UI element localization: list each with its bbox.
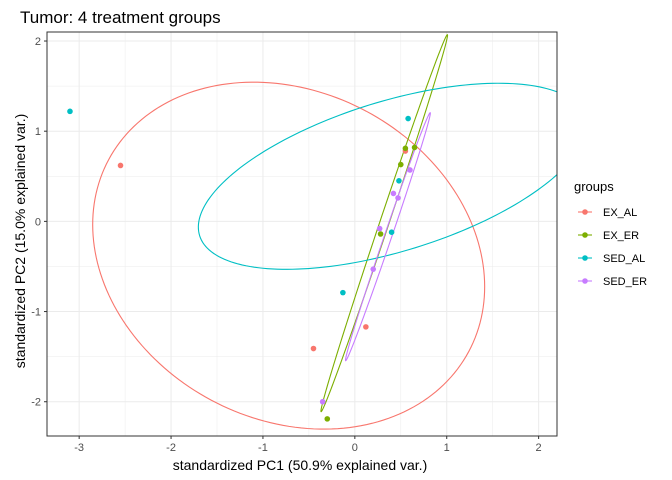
y-tick-label: 1 [35,126,41,138]
data-point-sed-er [376,225,383,232]
data-point-sed-al [388,229,395,235]
x-tick-label: -1 [258,442,268,454]
data-point-sed-er [407,167,413,173]
plot-area [67,34,557,430]
ellipse-ex-al [92,81,486,430]
grid [47,32,557,436]
x-tick-label: -2 [166,442,176,454]
data-point-sed-er [319,398,326,405]
legend-key-point-sed-al [582,255,588,261]
x-tick-label: 1 [444,442,450,454]
legend: groups EX_AL EX_ER SED_AL SED_ER [574,179,647,288]
data-point-ex-al [117,162,124,169]
y-tick-label: -1 [31,307,41,319]
data-point-ex-er [324,416,331,422]
panel-border [46,31,558,437]
legend-key-point-ex-er [582,232,588,238]
ellipse-sed-er [344,112,431,362]
y-tick-label: 0 [35,216,41,228]
data-point-ex-al [363,324,369,330]
ellipse-ex-er [320,34,449,413]
legend-key-point-ex-al [582,209,588,215]
panel-background [47,32,557,436]
legend-label-ex-er: EX_ER [603,230,639,242]
data-point-ex-er [402,145,409,152]
y-axis-title: standardized PC2 (15.0% explained var.) [12,114,28,368]
x-tick-label: -3 [74,442,84,454]
y-axis: -2 -1 0 1 2 [31,36,47,409]
x-axis: -3 -2 -1 0 1 2 [74,436,542,454]
y-tick-label: 2 [35,36,41,48]
x-tick-label: 0 [352,442,358,454]
legend-label-sed-al: SED_AL [603,253,645,265]
legend-key-point-sed-er [582,278,588,284]
legend-title: groups [574,179,614,194]
data-point-sed-er [395,195,401,201]
data-point-sed-er [370,266,377,272]
data-point-sed-al [340,289,346,296]
ellipse-sed-al [197,82,557,270]
data-point-ex-al [310,345,317,352]
data-point-sed-er [390,190,397,197]
legend-label-sed-er: SED_ER [603,276,647,288]
x-tick-label: 2 [536,442,542,454]
data-point-ex-er [411,144,418,151]
data-point-sed-al [405,115,411,122]
y-tick-label: -2 [31,397,41,409]
legend-label-ex-al: EX_AL [603,207,637,219]
data-point-ex-er [377,231,384,237]
x-axis-title: standardized PC1 (50.9% explained var.) [173,457,427,473]
data-point-sed-al [67,108,73,115]
data-point-ex-er [397,161,404,168]
chart-title: Tumor: 4 treatment groups [20,8,221,27]
data-point-sed-al [396,177,402,184]
